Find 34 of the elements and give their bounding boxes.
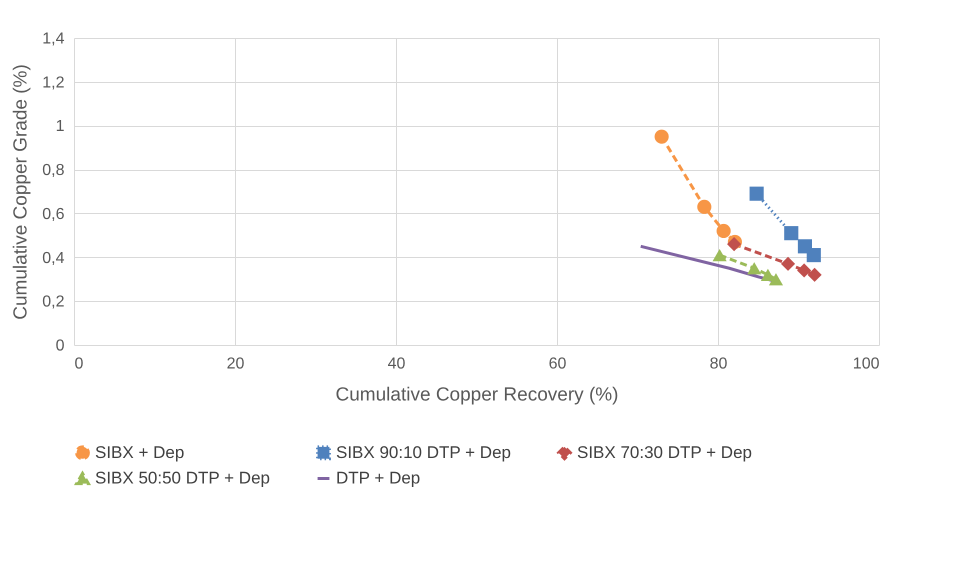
y-tick-label: 0,8: [42, 162, 65, 180]
x-tick-label: 0: [74, 356, 84, 372]
point: [808, 268, 822, 282]
x-tick-label: 80: [710, 356, 728, 372]
legend-label: SIBX 70:30 DTP + Dep: [577, 442, 752, 462]
point: [654, 130, 669, 144]
y-axis-title: Cumulative Copper Grade (%): [10, 64, 32, 320]
point: [727, 237, 742, 252]
point: [750, 186, 764, 201]
point: [784, 226, 798, 240]
x-tick-label: 40: [388, 356, 406, 372]
point: [712, 248, 727, 262]
x-tick-label: 60: [548, 356, 566, 372]
x-axis-title: Cumulative Copper Recovery (%): [336, 384, 618, 406]
y-tick-label: 0,4: [42, 250, 65, 267]
y-tick-label: 1,2: [42, 74, 65, 92]
legend-label: SIBX + Dep: [95, 442, 184, 462]
y-tick-label: 0,6: [42, 206, 65, 223]
point: [747, 262, 762, 274]
y-tick-label: 0: [56, 338, 65, 354]
y-tick-label: 1: [56, 118, 65, 136]
legend-label: SIBX 90:10 DTP + Dep: [336, 442, 511, 462]
point: [806, 248, 821, 262]
y-tick-label: 1,4: [42, 30, 65, 48]
legend-label: DTP + Dep: [336, 468, 420, 488]
y-tick-label: 0,2: [42, 294, 65, 311]
point: [768, 273, 784, 286]
point: [797, 263, 812, 278]
x-tick-label: 100: [852, 356, 880, 372]
point: [716, 224, 731, 238]
legend-label: SIBX 50:50 DTP + Dep: [95, 468, 270, 488]
x-tick-label: 20: [226, 356, 244, 372]
point: [780, 256, 796, 271]
point: [697, 200, 712, 214]
